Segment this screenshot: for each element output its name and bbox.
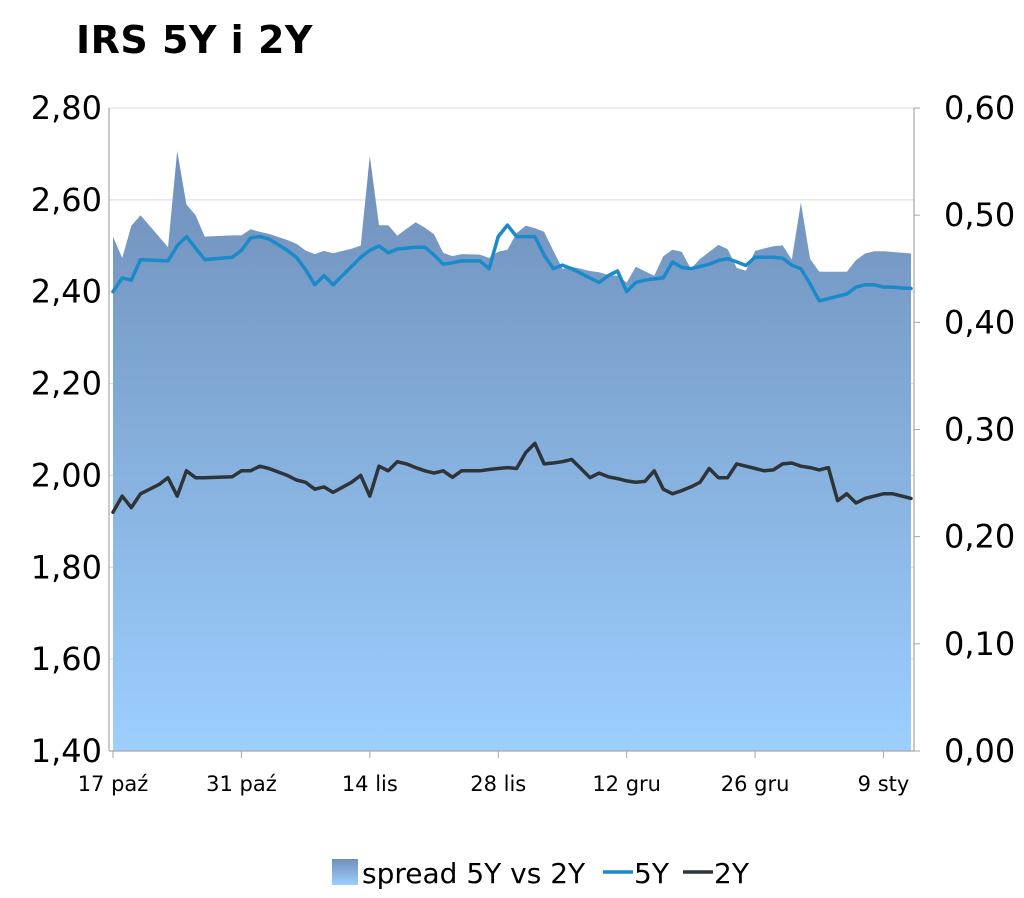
y-left-tick-label: 2,60 [31, 181, 102, 219]
series-2y-line [111, 441, 913, 514]
y-right-tick-label: 0,50 [944, 196, 1015, 234]
legend-label-2y: 2Y [714, 857, 750, 890]
x-tick-label: 12 gru [592, 772, 661, 796]
chart-title: IRS 5Y i 2Y [76, 18, 313, 62]
series-spread-5y-vs-2y-area [113, 150, 911, 751]
y-left-tick-label: 1,80 [31, 548, 102, 586]
y-right-tick-label: 0,40 [944, 303, 1015, 341]
spread-area-layer [113, 150, 911, 751]
y-right-tick-label: 0,60 [944, 89, 1015, 127]
axes [108, 107, 920, 758]
legend-label-spread: spread 5Y vs 2Y [362, 857, 586, 890]
series-5y-line [111, 223, 913, 303]
y-left-tick-label: 2,20 [31, 365, 102, 403]
y-left-tick-label: 2,80 [31, 89, 102, 127]
y-left-tick-label: 2,40 [31, 273, 102, 311]
x-tick-label: 9 sty [858, 772, 910, 796]
x-tick-label: 17 paź [78, 772, 149, 796]
y-left-tick-label: 1,40 [31, 732, 102, 770]
legend-swatch-spread [332, 859, 358, 885]
y-left-tick-label: 1,60 [31, 640, 102, 678]
y-right-tick-label: 0,20 [944, 518, 1015, 556]
tick-labels: 1,40 1,60 1,80 2,00 2,20 2,40 2,60 2,80 0,00 0,10… [31, 89, 1016, 796]
y-right-tick-label: 0,00 [944, 732, 1015, 770]
x-tick-label: 28 lis [470, 772, 526, 796]
x-tick-label: 26 gru [721, 772, 790, 796]
y-left-tick-label: 2,00 [31, 456, 102, 494]
y-right-tick-label: 0,10 [944, 625, 1015, 663]
x-tick-label: 14 lis [342, 772, 398, 796]
x-tick-label: 31 paź [206, 772, 277, 796]
y-right-tick-label: 0,30 [944, 411, 1015, 449]
legend-label-5y: 5Y [634, 857, 670, 890]
legend[interactable]: spread 5Y vs 2Y 5Y 2Y [332, 857, 750, 890]
lines-layer [111, 223, 913, 514]
